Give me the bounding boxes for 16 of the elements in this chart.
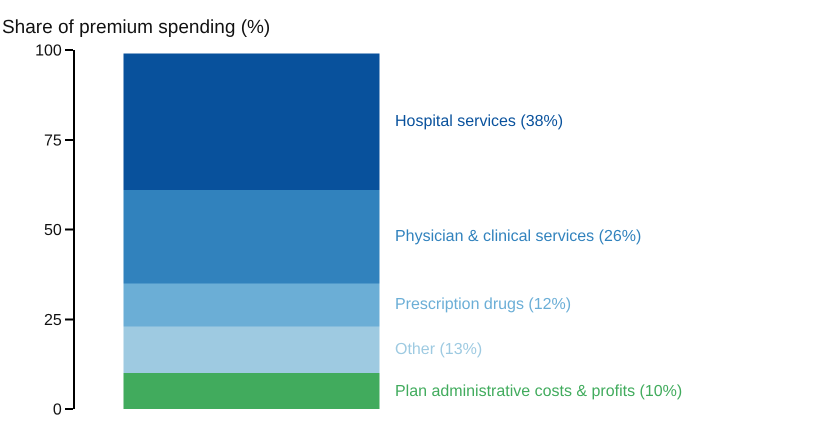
- y-tick-label: 25: [44, 312, 62, 329]
- y-tick-label: 50: [44, 222, 62, 240]
- bar: [124, 190, 380, 284]
- y-tick-label: 0: [52, 402, 62, 419]
- series-label: Other (13%): [395, 341, 482, 358]
- bar: [124, 373, 380, 409]
- y-axis-title: Share of premium spending (%): [2, 17, 270, 38]
- bar: [124, 326, 380, 374]
- series-label: Hospital services (38%): [395, 113, 564, 130]
- y-tick-label: 75: [44, 132, 62, 150]
- series-label: Physician & clinical services (26%): [395, 228, 642, 245]
- series-label: Plan administrative costs & profits (10%): [395, 383, 682, 400]
- bar: [124, 54, 380, 190]
- y-tick-label: 100: [35, 42, 62, 60]
- bar: [124, 283, 380, 326]
- series-label: Prescription drugs (12%): [395, 296, 572, 313]
